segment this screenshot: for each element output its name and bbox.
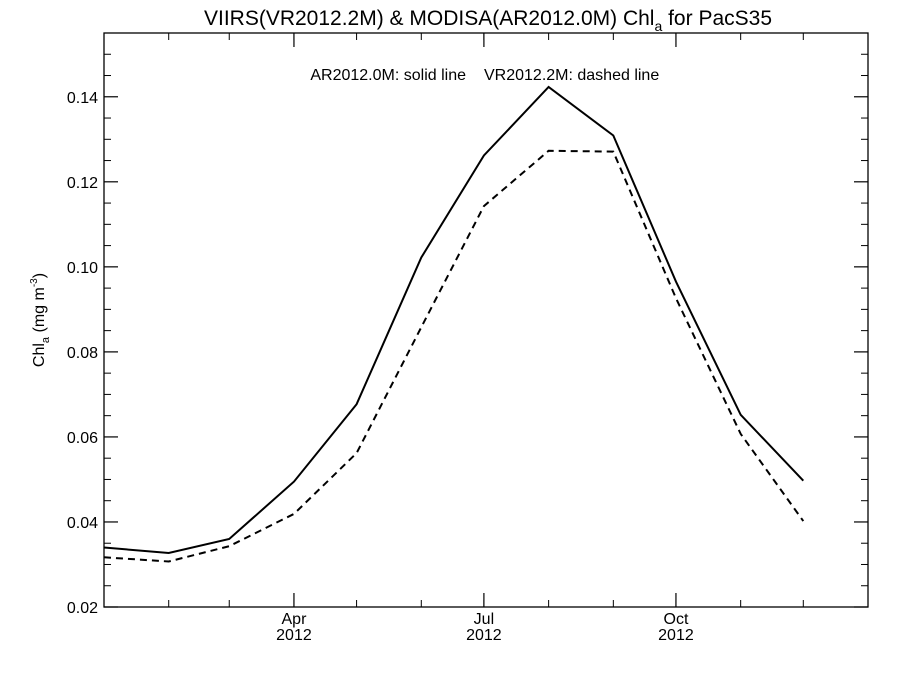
annotation-dashed: VR2012.2M: dashed line (484, 67, 659, 84)
annotation-solid: AR2012.0M: solid line (310, 67, 466, 84)
y-tick-label: 0.12 (67, 175, 98, 192)
y-tick-label: 0.08 (67, 345, 98, 362)
x-tick-label-year: 2012 (466, 627, 502, 644)
axes: 0.020.040.060.080.100.120.14Apr2012Jul20… (67, 33, 868, 644)
y-tick-label: 0.10 (67, 260, 98, 277)
chart-title: VIIRS(VR2012.2M) & MODISA(AR2012.0M) Chl… (204, 7, 772, 34)
x-tick-label-year: 2012 (276, 627, 312, 644)
y-axis-label: Chla (mg m-3) (29, 273, 52, 367)
series-line-solid (103, 85, 805, 555)
plot-frame (103, 32, 869, 608)
y-tick-label: 0.06 (67, 430, 98, 447)
y-tick-label: 0.02 (67, 600, 98, 617)
x-tick-label-month: Apr (282, 611, 308, 628)
y-tick-label: 0.04 (67, 515, 98, 532)
series-line-dashed (103, 149, 805, 563)
x-tick-label-year: 2012 (658, 627, 694, 644)
y-tick-label: 0.14 (67, 90, 98, 107)
series-group (103, 85, 805, 563)
x-tick-label-month: Oct (664, 611, 689, 628)
x-tick-label-month: Jul (474, 611, 494, 628)
